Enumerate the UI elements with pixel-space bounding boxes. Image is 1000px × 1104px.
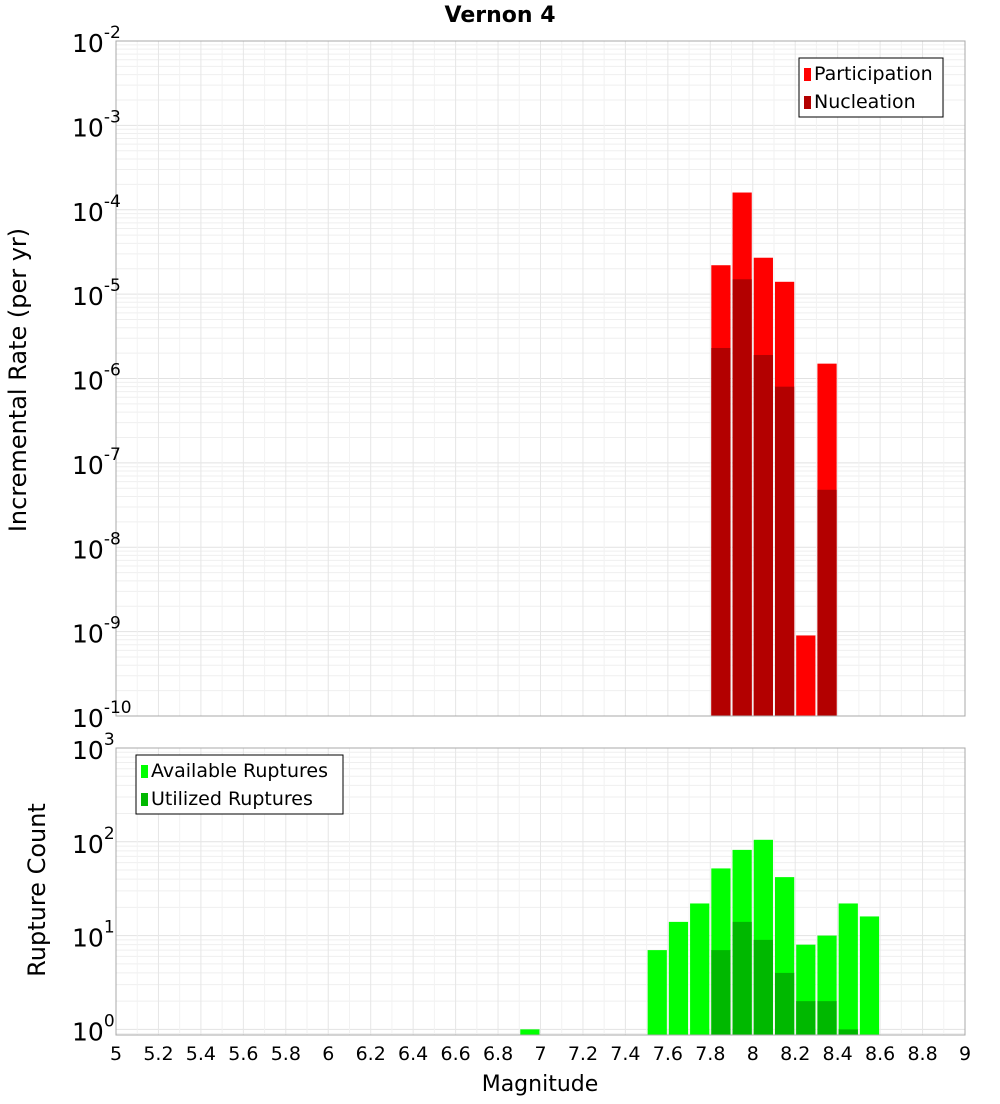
x-tick-label: 7 [534, 1043, 546, 1065]
bottom-bar-available-ruptures [647, 950, 667, 1035]
top-bar-nucleation [732, 279, 752, 716]
top-y-tick-label: 10-5 [72, 276, 121, 311]
bottom-bar-available-ruptures [838, 903, 858, 1035]
x-tick-label: 8.4 [823, 1043, 853, 1065]
top-y-tick-label: 10-9 [72, 614, 121, 649]
bottom-y-tick-label: 100 [72, 1011, 115, 1046]
bottom-bar-available-ruptures [859, 916, 880, 1035]
top-y-tick-label: 10-10 [72, 698, 132, 733]
x-tick-label: 6.2 [356, 1043, 386, 1065]
x-tick-label: 5.8 [271, 1043, 301, 1065]
bottom-y-tick-label: 101 [72, 918, 115, 953]
x-tick-label: 5.6 [228, 1043, 258, 1065]
x-tick-label: 6.6 [440, 1043, 470, 1065]
top-plot-border [115, 40, 966, 717]
bottom-bar-available-ruptures [690, 903, 710, 1035]
x-tick-label: 6.4 [398, 1043, 428, 1065]
top-y-tick-label: 10-6 [72, 361, 121, 396]
x-tick-label: 5.4 [186, 1043, 216, 1065]
top-legend-label: Participation [814, 63, 933, 85]
x-tick-label: 8 [747, 1043, 759, 1065]
x-axis-label: Magnitude [482, 1072, 599, 1097]
bottom-legend-label: Available Ruptures [151, 760, 328, 782]
top-y-tick-label: 10-3 [72, 107, 121, 142]
top-bar-nucleation [774, 386, 795, 716]
top-y-tick-label: 10-7 [72, 445, 121, 480]
bottom-bar-utilized-ruptures [774, 972, 795, 1035]
top-bar-participation [796, 635, 816, 716]
bottom-legend-swatch [141, 765, 148, 778]
x-tick-label: 9 [959, 1043, 971, 1065]
x-tick-label: 5 [110, 1043, 122, 1065]
x-tick-label: 7.8 [695, 1043, 725, 1065]
bottom-bar-utilized-ruptures [711, 950, 731, 1035]
bottom-legend-label: Utilized Ruptures [151, 788, 313, 810]
x-tick-label: 8.2 [780, 1043, 810, 1065]
top-y-tick-label: 10-2 [72, 23, 121, 58]
bottom-legend-box [135, 754, 344, 815]
bottom-legend-swatch [141, 793, 148, 806]
top-legend-box [798, 57, 944, 118]
top-y-axis-label: Incremental Rate (per yr) [4, 228, 32, 532]
bottom-bar-utilized-ruptures [753, 939, 773, 1035]
x-tick-label: 7.6 [653, 1043, 683, 1065]
bottom-y-tick-label: 102 [72, 824, 115, 859]
top-bar-nucleation [711, 347, 731, 716]
top-y-tick-label: 10-4 [72, 192, 121, 227]
x-tick-label: 5.2 [143, 1043, 173, 1065]
bottom-bar-available-ruptures [668, 921, 689, 1035]
x-tick-label: 8.8 [907, 1043, 937, 1065]
top-bar-nucleation [753, 354, 773, 716]
bottom-bar-available-ruptures [520, 1029, 540, 1035]
bottom-bar-utilized-ruptures [732, 921, 752, 1035]
x-tick-label: 6.8 [483, 1043, 513, 1065]
bottom-bar-utilized-ruptures [838, 1029, 858, 1035]
bottom-plot-border [115, 747, 966, 1036]
x-tick-label: 7.2 [568, 1043, 598, 1065]
top-legend-swatch [804, 96, 811, 109]
chart-title: Vernon 4 [445, 3, 556, 28]
x-tick-label: 8.6 [865, 1043, 895, 1065]
top-legend-label: Nucleation [814, 91, 916, 113]
top-legend-swatch [804, 68, 811, 81]
top-y-tick-label: 10-8 [72, 529, 121, 564]
top-bar-nucleation [817, 489, 837, 716]
bottom-bar-utilized-ruptures [817, 1001, 837, 1035]
x-tick-label: 6 [322, 1043, 334, 1065]
bottom-y-axis-label: Rupture Count [23, 803, 51, 977]
bottom-bar-utilized-ruptures [796, 1001, 816, 1035]
x-tick-label: 7.4 [610, 1043, 640, 1065]
bottom-y-tick-label: 103 [72, 730, 115, 765]
